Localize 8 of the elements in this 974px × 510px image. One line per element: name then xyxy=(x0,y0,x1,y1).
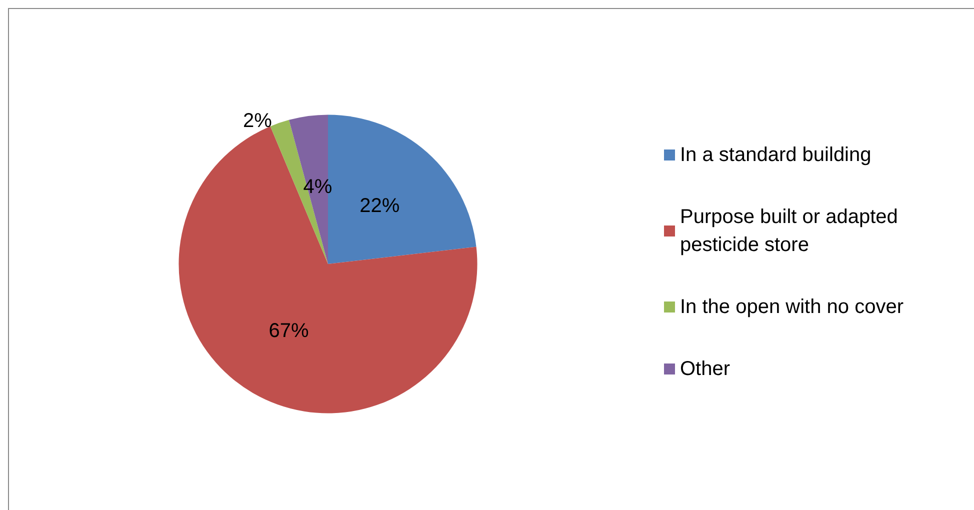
legend-label: In the open with no cover xyxy=(680,296,904,318)
data-label: 67% xyxy=(268,320,310,342)
data-label: 22% xyxy=(360,195,400,218)
legend-label: In a standard building xyxy=(680,144,872,166)
data-label: 2% xyxy=(242,110,272,132)
legend-label: Purpose built or adapted pesticide store xyxy=(680,206,904,256)
legend-label: Other xyxy=(680,358,730,380)
data-label: 4% xyxy=(303,176,332,198)
